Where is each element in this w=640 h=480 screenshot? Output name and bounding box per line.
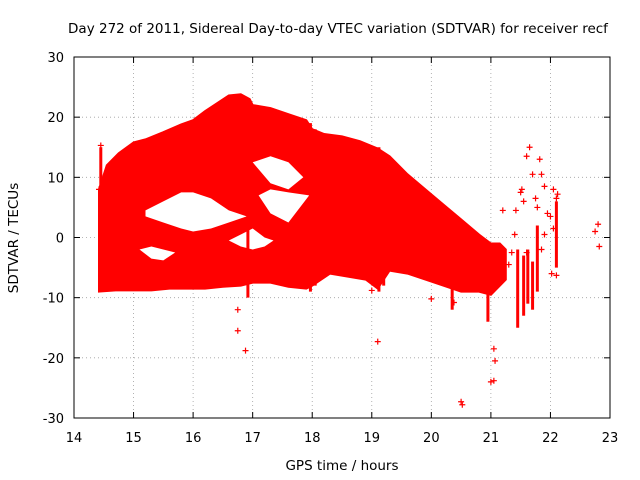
y-tick-label: 30 [47,51,64,66]
y-tick-label: -30 [43,412,64,427]
data-point [96,186,103,193]
y-tick-label: 10 [47,171,64,186]
data-point [505,261,512,268]
data-point [520,198,527,205]
data-point [523,249,530,256]
data-point [242,347,249,354]
chart-title: Day 272 of 2011, Sidereal Day-to-day VTE… [68,21,609,37]
data-point [554,191,561,198]
data-point [529,171,536,178]
data-point [518,186,525,193]
data-point [523,153,530,160]
data-point [532,195,539,202]
data-point [541,183,548,190]
band-gap [252,156,304,190]
data-point [511,231,518,238]
data-point [517,189,524,196]
data-point [596,243,603,250]
data-point [592,228,599,235]
data-point [234,327,241,334]
plot-area [96,93,603,408]
x-tick-label: 14 [66,431,83,446]
y-axis-label: SDTVAR / TECUs [6,183,22,293]
y-tick-label: 20 [47,111,64,126]
data-point [508,249,515,256]
data-point [550,186,557,193]
data-point [538,246,545,253]
data-point [541,231,548,238]
x-tick-label: 18 [304,431,321,446]
data-point [490,345,497,352]
y-tick-label: -10 [43,292,64,307]
data-point [100,201,107,208]
x-tick-label: 17 [244,431,261,446]
data-point [458,398,465,405]
x-tick-label: 15 [125,431,142,446]
data-point [536,156,543,163]
data-point [548,270,555,277]
data-point [368,287,375,294]
data-point [499,207,506,214]
axis-ticks: 14 15 16 17 18 19 20 21 22 23 -30 -20 -10 0 10 20 30 [43,51,619,446]
data-point [538,171,545,178]
data-point [553,272,560,279]
data-point [428,295,435,302]
band-gap [139,246,176,261]
x-tick-label: 21 [483,431,500,446]
data-point [595,221,602,228]
data-point [487,378,494,385]
outlier-points-group [96,142,603,408]
x-tick-label: 22 [542,431,559,446]
data-point [512,207,519,214]
y-tick-label: 0 [56,232,64,247]
data-point [550,225,557,232]
x-tick-label: 20 [423,431,440,446]
data-point [492,357,499,364]
x-tick-label: 23 [602,431,619,446]
data-point [374,338,381,345]
data-point [526,144,533,151]
data-point [490,377,497,384]
x-tick-label: 16 [185,431,202,446]
data-point [534,204,541,211]
data-point [459,401,466,408]
data-point [450,299,457,306]
data-point [234,306,241,313]
band-gap [258,189,310,223]
data-point [97,142,104,149]
band-gap [228,228,274,250]
vertical-streak-group [99,99,558,328]
data-point [553,195,560,202]
data-band-group [98,93,507,296]
y-tick-label: -20 [43,352,64,367]
x-axis-label: GPS time / hours [285,458,398,474]
band-gap [145,192,247,232]
x-tick-label: 19 [364,431,381,446]
data-point [547,213,554,220]
data-point [544,210,551,217]
